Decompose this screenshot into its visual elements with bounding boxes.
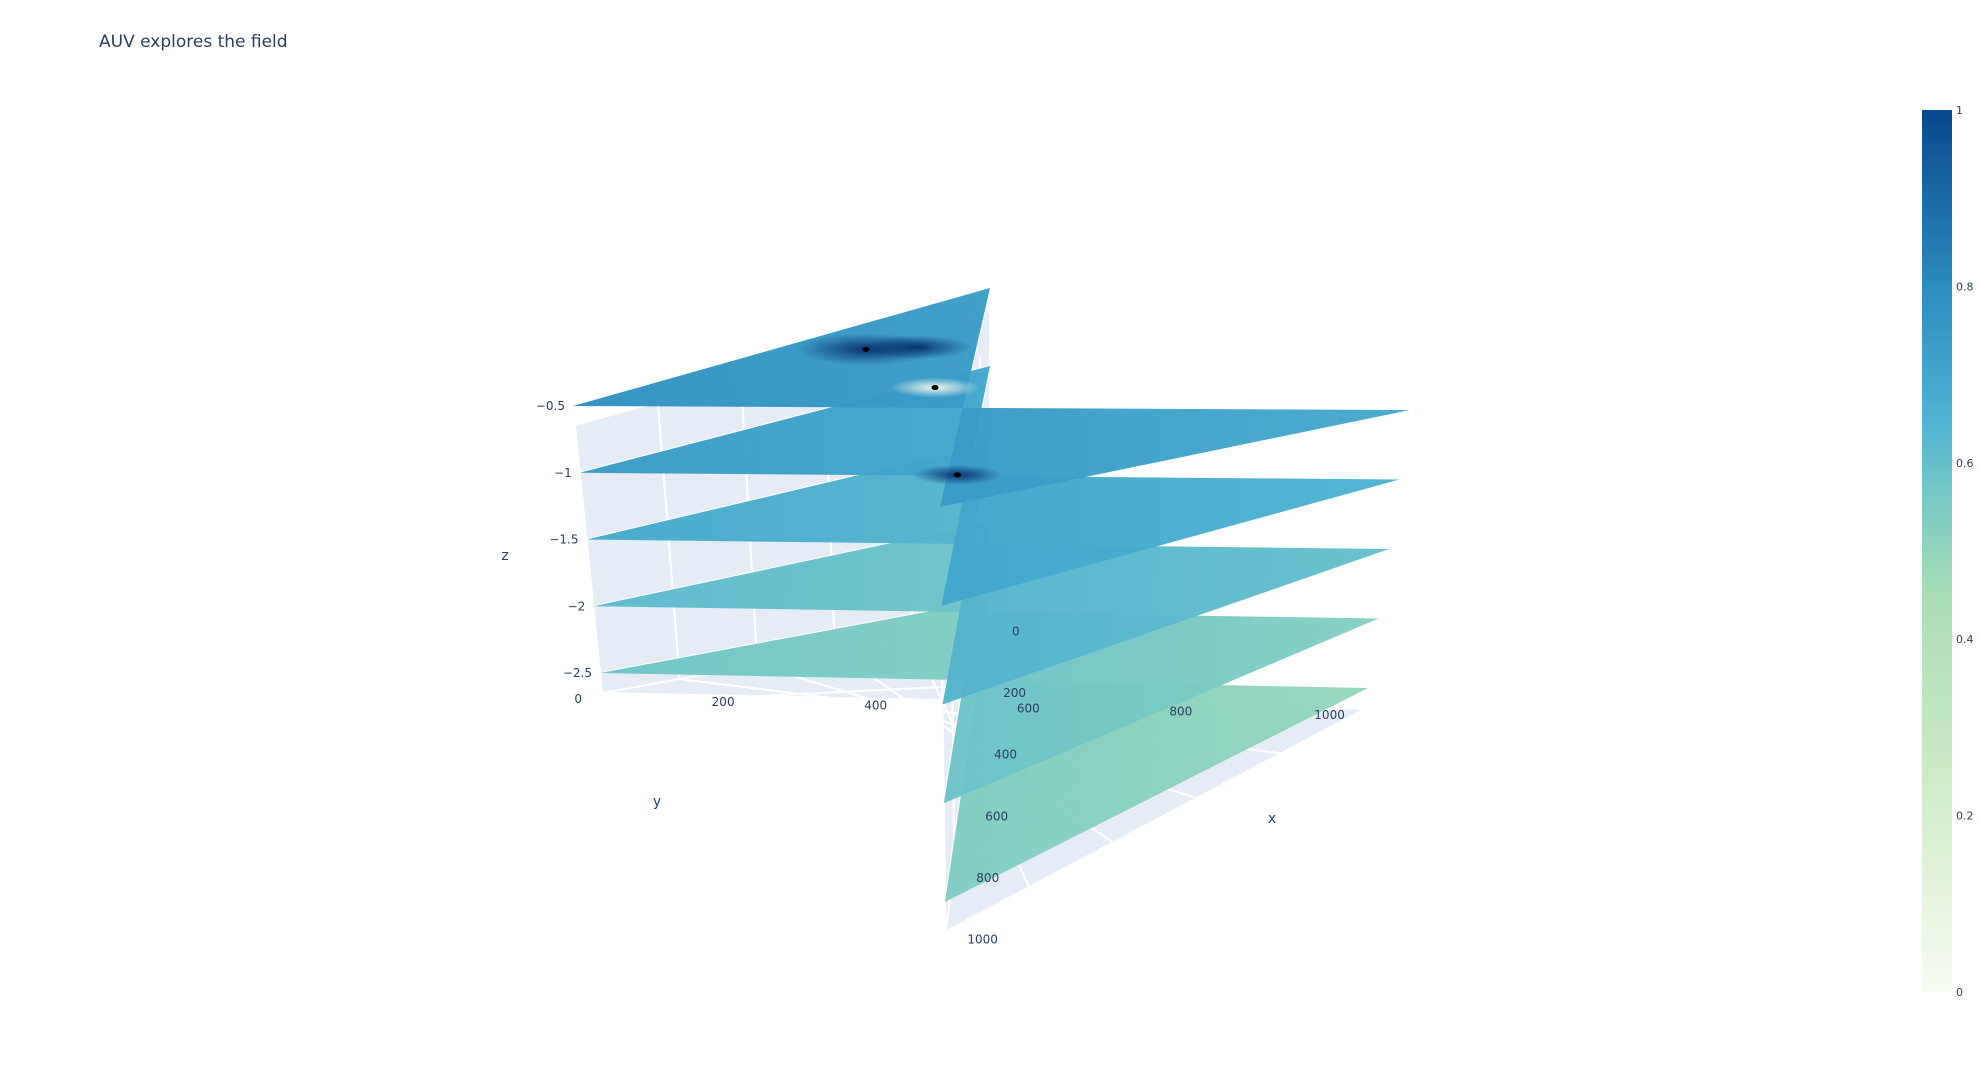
colorbar-tick-label: 0.6 [1956, 457, 1974, 470]
x-gridline-wall [574, 425, 604, 694]
y-gridline-floor [944, 707, 1366, 933]
y-tick-label: 200 [712, 695, 735, 709]
y-axis-title: y [653, 794, 661, 810]
surface-layer [573, 288, 1410, 507]
surface-layers [573, 288, 1410, 902]
axis-ticks: −2.5 −2 −1.5 −1 −0.5 0 200 400 600 800 1000 0 200 400… [501, 399, 1345, 947]
colorbar: 0 0.2 0.4 0.6 0.8 1 [1922, 104, 1974, 999]
dark-anomaly [861, 335, 972, 360]
x-tick-label: 200 [1003, 686, 1026, 700]
z-tick-label: −2.5 [563, 666, 592, 680]
z-tick-label: −0.5 [536, 399, 565, 413]
x-tick-label: 1000 [967, 933, 998, 947]
colorbar-tick-label: 0.4 [1956, 633, 1974, 646]
x-tick-label: 600 [985, 809, 1008, 823]
y-tick-label: 400 [864, 698, 887, 712]
colorbar-tick-label: 0 [1956, 986, 1963, 999]
colorbar-tick-label: 0.2 [1956, 810, 1974, 823]
auv-marker [953, 472, 961, 478]
chart-title: AUV explores the field [99, 32, 288, 52]
y-tick-label: 1000 [1314, 708, 1345, 722]
x-tick-label: 800 [976, 871, 999, 885]
z-tick-label: −1.5 [549, 533, 578, 547]
y-gridline-floor [754, 684, 982, 698]
z-axis-title: z [501, 548, 508, 564]
auv-marker [862, 346, 870, 352]
colorbar-gradient [1922, 110, 1952, 992]
x-tick-label: 0 [1012, 624, 1020, 638]
y-tick-label: 800 [1169, 705, 1192, 719]
x-axis-title: x [1268, 811, 1276, 827]
colorbar-tick-label: 0.8 [1956, 280, 1974, 293]
x-gridline-wall [657, 403, 681, 680]
colorbar-tick-label: 1 [1956, 104, 1963, 117]
y-tick-label: 0 [574, 692, 582, 706]
y-tick-label: 600 [1017, 702, 1040, 716]
z-tick-label: −1 [554, 466, 572, 480]
z-tick-label: −2 [568, 599, 586, 613]
auv-marker [931, 385, 939, 391]
x-tick-label: 400 [994, 748, 1017, 762]
